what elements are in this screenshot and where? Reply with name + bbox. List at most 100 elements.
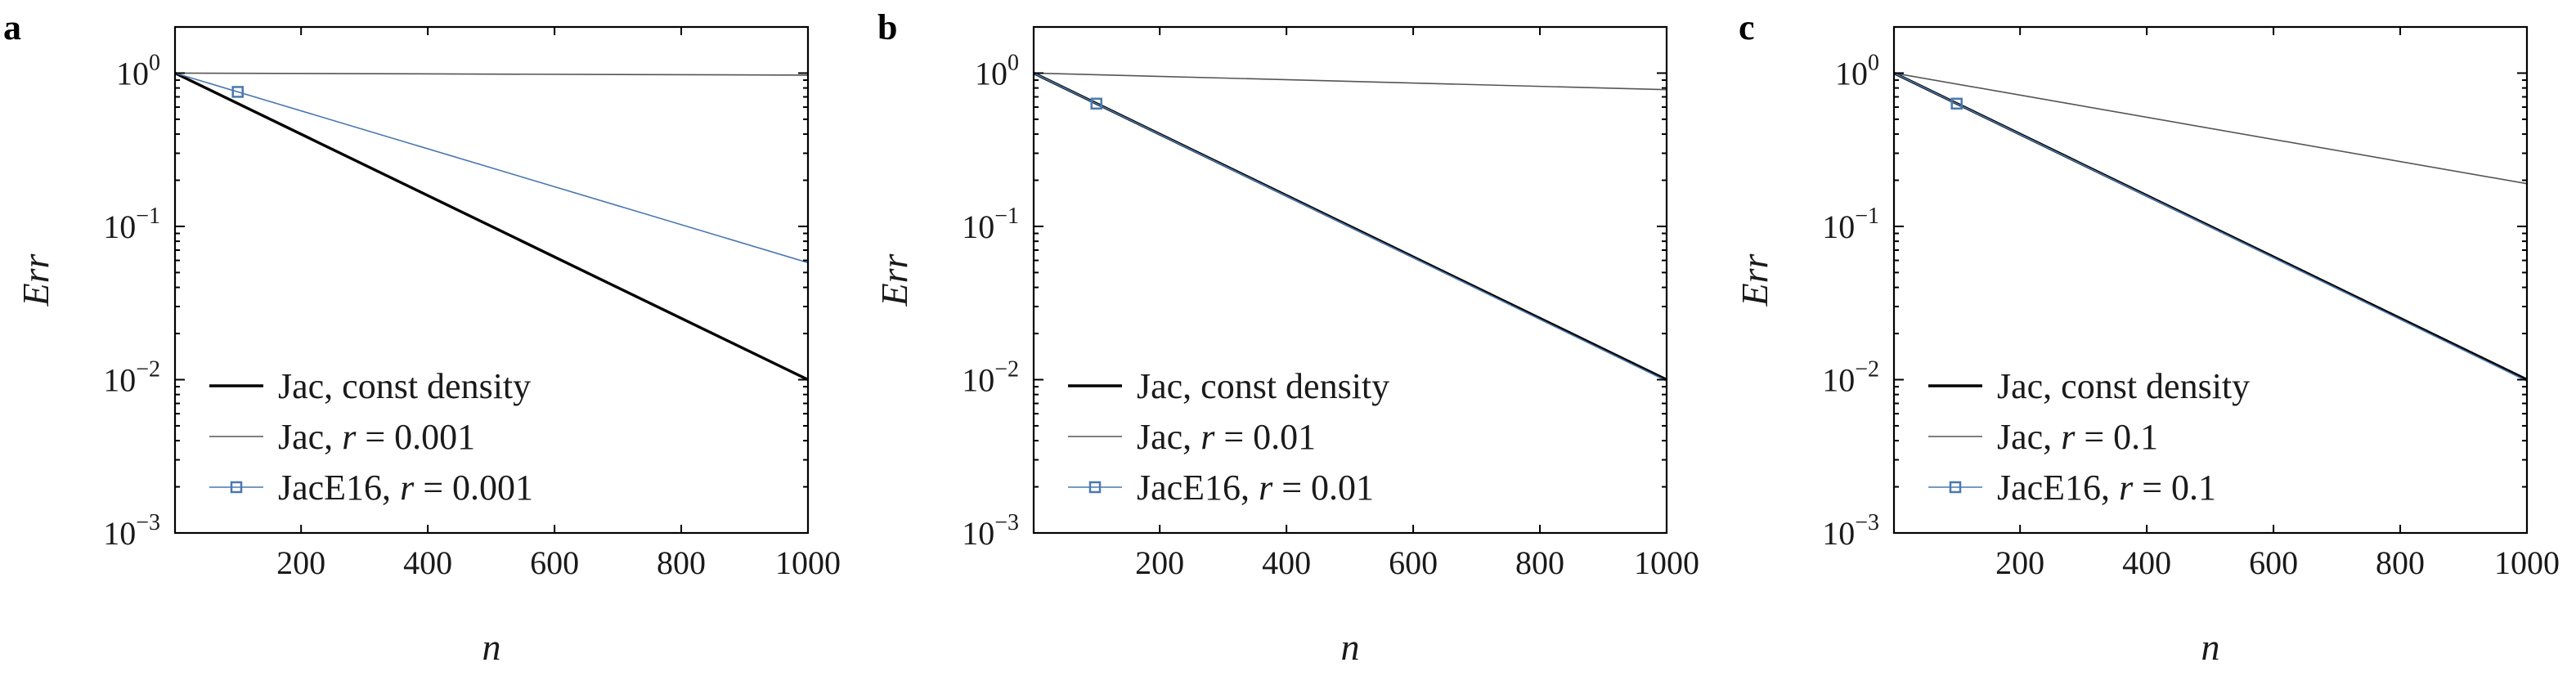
- legend-entry-variable: r: [2119, 468, 2134, 508]
- y-tick-label: 10−1: [962, 204, 1019, 245]
- panel-letter: c: [1739, 7, 1755, 47]
- legend-entry-suffix: = 0.001: [356, 417, 475, 457]
- y-tick-exponent: −3: [994, 510, 1019, 535]
- x-axis-label: n: [2201, 626, 2220, 668]
- legend-entry-suffix: = 0.01: [1272, 468, 1374, 508]
- legend-entry-variable: r: [1259, 468, 1273, 508]
- legend-entry-suffix: = 0.1: [2133, 468, 2216, 508]
- x-tick-label: 600: [530, 544, 579, 581]
- x-tick-label: 200: [276, 544, 325, 581]
- legend-entry-prefix: Jac, const density: [278, 366, 531, 406]
- series-marker: [231, 86, 244, 98]
- y-tick-exponent: −1: [1855, 204, 1879, 229]
- y-tick-base: 10: [962, 515, 994, 552]
- y-tick-exponent: −3: [136, 510, 160, 535]
- y-tick-base: 10: [1822, 515, 1855, 552]
- series-line-2: [1894, 72, 2527, 382]
- plot-frame: [1032, 25, 1668, 535]
- x-tick-label: 400: [1262, 544, 1311, 581]
- y-tick-label: 10−3: [1822, 510, 1879, 552]
- series-line-1: [1894, 72, 2527, 185]
- y-tick-base: 10: [116, 55, 149, 92]
- plot-frame: [173, 25, 810, 535]
- x-tick-label: 800: [657, 544, 706, 581]
- legend-entry-prefix: JacE16,: [1137, 468, 1259, 508]
- legend-entry: Jac, const density: [1997, 366, 2250, 406]
- x-tick-label: 400: [2122, 544, 2171, 581]
- series-line-1: [175, 72, 808, 76]
- x-tick-label: 1000: [2494, 544, 2560, 581]
- x-tick-label: 200: [1995, 544, 2044, 581]
- y-tick-label: 100: [116, 50, 160, 92]
- legend: Jac, const density Jac, r = 0.001 JacE16, …: [209, 366, 533, 508]
- legend-entry-prefix: JacE16,: [1997, 468, 2119, 508]
- series-marker: [1950, 97, 1963, 110]
- y-axis-label: Err: [1734, 253, 1775, 307]
- legend-entry: Jac, r = 0.01: [1137, 417, 1316, 457]
- series-line-1: [1034, 72, 1667, 91]
- legend-marker: [1949, 481, 1962, 494]
- x-axis-label: n: [482, 626, 501, 668]
- y-axis-label: Err: [873, 253, 915, 307]
- y-tick-base: 10: [103, 361, 136, 398]
- series-line-2: [1034, 72, 1667, 382]
- legend-entry-prefix: Jac,: [1997, 417, 2061, 457]
- legend-entry-variable: r: [400, 468, 415, 508]
- y-tick-exponent: −2: [1855, 356, 1879, 382]
- y-tick-exponent: −3: [1855, 510, 1879, 535]
- legend-entry-prefix: Jac,: [1137, 417, 1200, 457]
- y-tick-base: 10: [1822, 208, 1855, 245]
- x-tick-label: 600: [1389, 544, 1438, 581]
- legend-entry-suffix: = 0.01: [1214, 417, 1316, 457]
- y-tick-label: 10−3: [103, 510, 160, 552]
- x-tick-label: 1000: [1634, 544, 1699, 581]
- y-tick-exponent: −2: [994, 356, 1019, 382]
- legend-entry: JacE16, r = 0.001: [278, 468, 533, 508]
- y-tick-exponent: −1: [994, 204, 1019, 229]
- legend-marker: [230, 481, 243, 494]
- x-tick-label: 400: [403, 544, 452, 581]
- legend-entry-prefix: Jac,: [278, 417, 342, 457]
- y-tick-exponent: −2: [136, 356, 160, 382]
- y-tick-base: 10: [962, 208, 994, 245]
- x-tick-label: 800: [1515, 544, 1564, 581]
- legend-entry: JacE16, r = 0.01: [1137, 468, 1374, 508]
- y-tick-exponent: 0: [149, 50, 160, 75]
- y-tick-label: 10−2: [962, 356, 1019, 398]
- y-axis-label: Err: [15, 253, 56, 307]
- panel-letter: a: [3, 7, 21, 47]
- legend-entry-variable: r: [1200, 417, 1215, 457]
- y-tick-exponent: 0: [1868, 50, 1879, 75]
- series-group: [1034, 71, 1667, 382]
- series-line-2: [175, 72, 808, 264]
- legend-marker: [1088, 481, 1102, 494]
- y-tick-exponent: −1: [136, 204, 160, 229]
- y-tick-label: 10−3: [962, 510, 1019, 552]
- series-marker: [1090, 97, 1102, 110]
- legend-entry-suffix: = 0.1: [2075, 417, 2158, 457]
- y-tick-base: 10: [103, 208, 136, 245]
- x-axis-label: n: [1341, 626, 1360, 668]
- legend-entry: Jac, r = 0.1: [1997, 417, 2158, 457]
- legend-entry: JacE16, r = 0.1: [1997, 468, 2216, 508]
- y-tick-label: 10−2: [103, 356, 160, 398]
- x-tick-label: 200: [1135, 544, 1184, 581]
- y-tick-label: 10−2: [1822, 356, 1879, 398]
- series-group: [175, 71, 808, 382]
- y-tick-base: 10: [103, 515, 136, 552]
- x-tick-label: 1000: [775, 544, 841, 581]
- legend-entry-prefix: Jac, const density: [1997, 366, 2250, 406]
- y-tick-label: 10−1: [103, 204, 160, 245]
- y-tick-label: 10−1: [1822, 204, 1879, 245]
- y-tick-label: 100: [1835, 50, 1879, 92]
- y-tick-exponent: 0: [1008, 50, 1019, 75]
- y-tick-base: 10: [1835, 55, 1868, 92]
- y-tick-base: 10: [962, 361, 994, 398]
- y-tick-base: 10: [975, 55, 1008, 92]
- y-tick-label: 100: [975, 50, 1019, 92]
